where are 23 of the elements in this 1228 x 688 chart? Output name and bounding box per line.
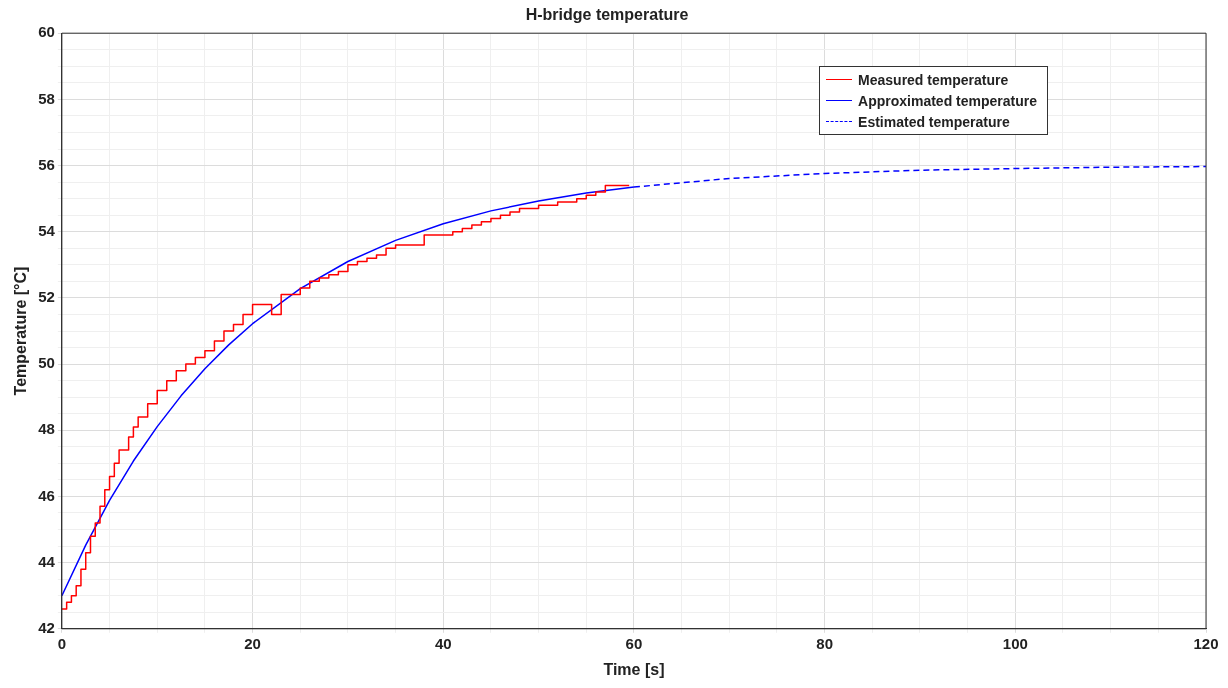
y-tick-label: 54 (38, 221, 56, 239)
x-tick-label: 0 (57, 634, 67, 652)
chart-title: H-bridge temperature (525, 6, 689, 24)
y-tick-label: 48 (38, 420, 55, 438)
x-tick-label: 40 (434, 634, 452, 652)
y-tick-label: 58 (38, 89, 55, 107)
legend-label: Measured temperature (858, 71, 1009, 88)
x-tick-label: 80 (816, 634, 833, 652)
y-axis-title: Temperature [°C] (12, 266, 30, 396)
x-axis-title: Time [s] (603, 660, 665, 678)
y-tick-label: 44 (38, 552, 56, 570)
x-tick-label: 100 (1002, 634, 1028, 652)
y-tick-label: 60 (38, 23, 55, 41)
x-tick-label: 120 (1193, 634, 1219, 652)
y-tick-label: 56 (38, 155, 55, 173)
legend-label: Approximated temperature (858, 92, 1037, 109)
y-tick-label: 46 (38, 486, 55, 504)
y-tick-label: 52 (38, 288, 55, 306)
y-tick-label: 50 (38, 354, 55, 372)
y-tick-label: 42 (38, 618, 55, 636)
x-tick-label: 20 (244, 634, 261, 652)
x-tick-label: 60 (625, 634, 643, 652)
legend-label: Estimated temperature (858, 113, 1010, 130)
